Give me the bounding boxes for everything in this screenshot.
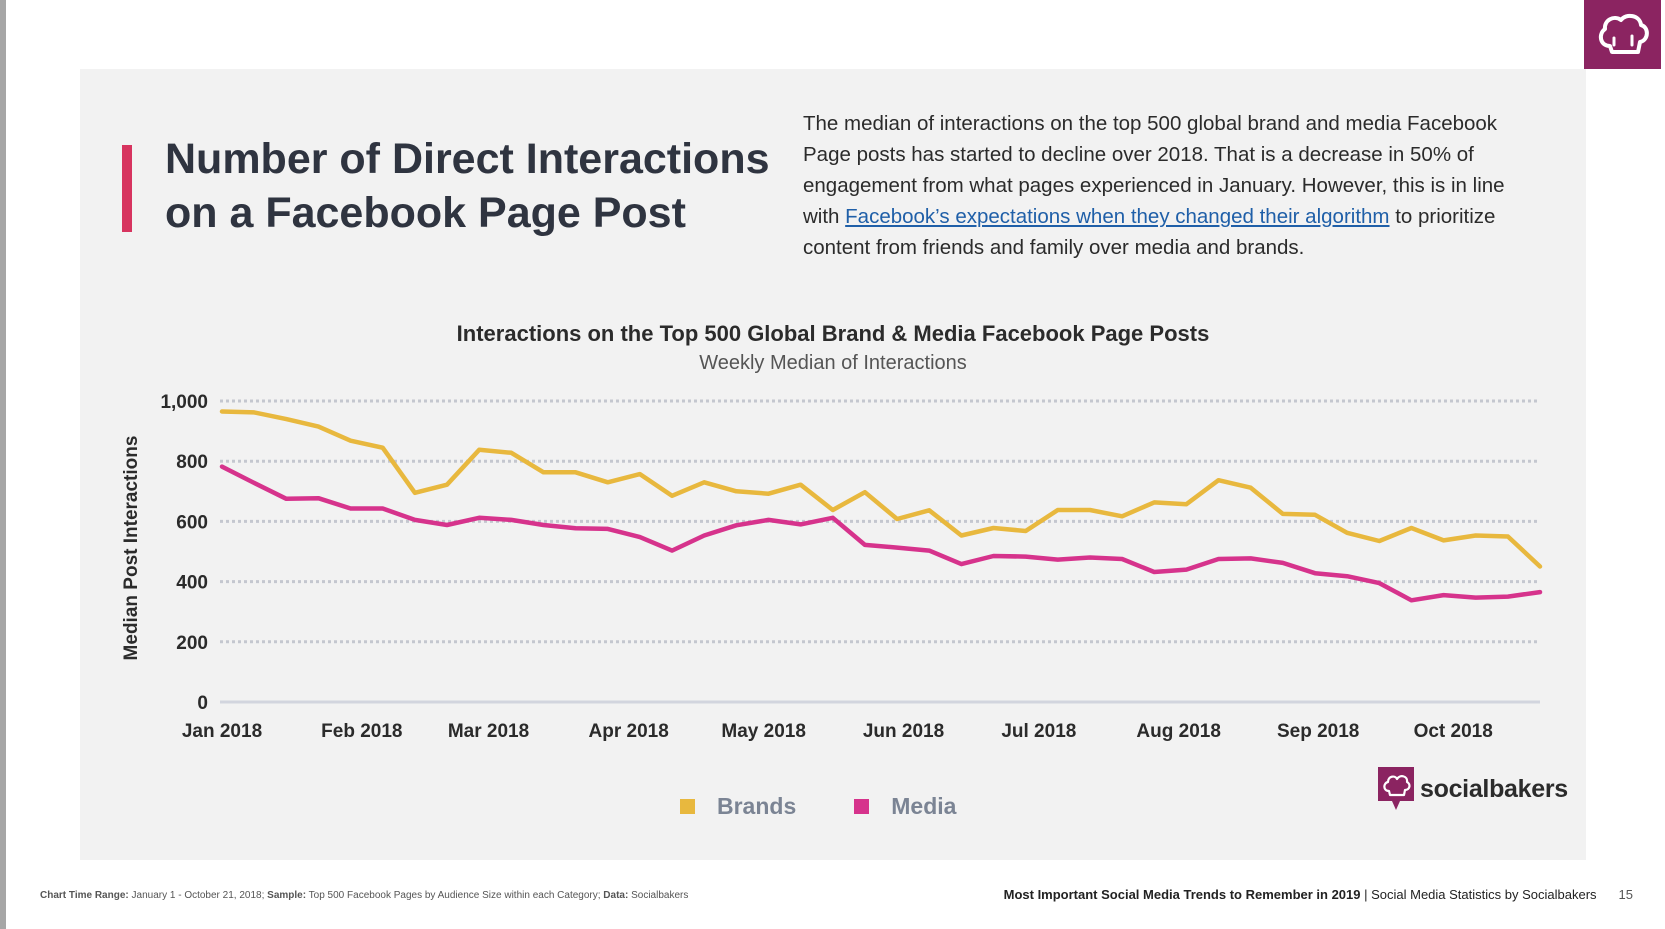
- legend-item-media: Media: [854, 793, 956, 820]
- description-paragraph: The median of interactions on the top 50…: [803, 108, 1533, 263]
- x-tick-label: Oct 2018: [1414, 721, 1493, 742]
- x-tick-label: Sep 2018: [1277, 721, 1359, 742]
- x-tick-label: May 2018: [721, 721, 806, 742]
- series-line-brands: [219, 409, 1543, 569]
- footer-report-title: Most Important Social Media Trends to Re…: [1004, 887, 1633, 902]
- facebook-algorithm-link[interactable]: Facebook’s expectations when they change…: [845, 205, 1390, 228]
- socialbakers-wordmark: socialbakers: [1420, 774, 1568, 803]
- corner-logo: [1584, 0, 1661, 69]
- page-number: 15: [1618, 887, 1633, 902]
- y-tick-label: 400: [176, 573, 208, 594]
- legend-swatch-media: [854, 799, 870, 814]
- series-line-media: [219, 464, 1543, 603]
- footer-report-subtitle: | Social Media Statistics by Socialbaker…: [1360, 887, 1597, 902]
- x-tick-label: Aug 2018: [1136, 721, 1220, 742]
- title-accent-bar: [122, 145, 132, 232]
- footer-time-range-value: January 1 - October 21, 2018;: [128, 890, 265, 901]
- y-tick-label: 600: [176, 512, 208, 533]
- x-tick-label: Mar 2018: [448, 721, 529, 742]
- page-left-edge: [0, 0, 6, 929]
- x-tick-label: Jul 2018: [1001, 721, 1076, 742]
- footer-source-note: Chart Time Range: January 1 - October 21…: [40, 890, 688, 901]
- chart-legend: Brands Media: [680, 793, 1014, 820]
- description-text-start: The median of interactions on the top 50…: [803, 112, 1505, 228]
- page-title: Number of Direct Interactions on a Faceb…: [165, 132, 785, 240]
- chart-title: Interactions on the Top 500 Global Brand…: [456, 321, 1210, 346]
- footer-sample-label: Sample:: [267, 890, 307, 901]
- socialbakers-mark-icon: [1378, 767, 1414, 810]
- y-tick-label: 800: [176, 452, 208, 473]
- chef-hat-icon: [1598, 13, 1649, 54]
- footer-report-name: Most Important Social Media Trends to Re…: [1003, 887, 1361, 902]
- x-tick-label: Feb 2018: [321, 721, 402, 742]
- footer-time-range-label: Chart Time Range:: [40, 890, 129, 901]
- socialbakers-logo: socialbakers: [1378, 767, 1568, 811]
- legend-label-media: Media: [891, 793, 957, 819]
- page-title-line2: on a Facebook Page Post: [165, 189, 686, 237]
- page-title-line1: Number of Direct Interactions: [165, 135, 770, 183]
- legend-label-brands: Brands: [717, 793, 797, 819]
- x-tick-label: Jun 2018: [863, 721, 944, 742]
- y-tick-label: 200: [176, 633, 208, 654]
- x-tick-label: Apr 2018: [589, 721, 669, 742]
- y-tick-label: 1,000: [160, 392, 208, 413]
- chart-subtitle: Weekly Median of Interactions: [699, 352, 967, 374]
- content-panel: [80, 69, 1586, 860]
- footer-data-value: Socialbakers: [628, 890, 689, 901]
- footer-sample-value: Top 500 Facebook Pages by Audience Size …: [306, 890, 601, 901]
- y-axis-title: Median Post Interactions: [121, 436, 142, 661]
- legend-swatch-brands: [680, 799, 695, 814]
- y-tick-label: 0: [197, 693, 208, 714]
- x-tick-label: Jan 2018: [182, 721, 262, 742]
- legend-item-brands: Brands: [680, 793, 796, 820]
- description-text-end: to prioritize content from friends and f…: [803, 205, 1496, 259]
- footer-data-label: Data:: [603, 890, 629, 901]
